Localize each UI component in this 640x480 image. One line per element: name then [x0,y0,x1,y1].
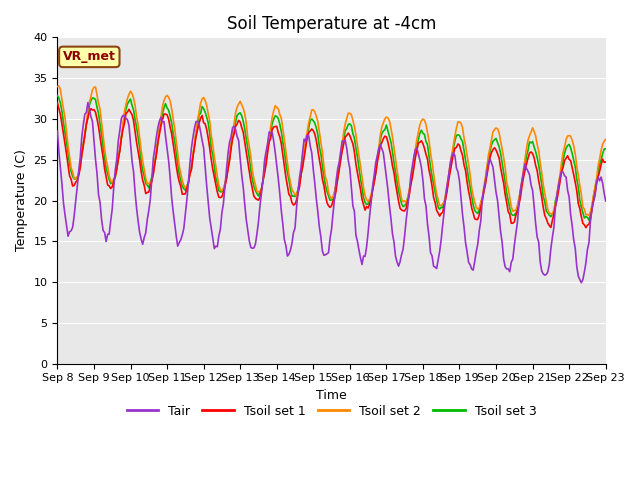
Y-axis label: Temperature (C): Temperature (C) [15,150,28,252]
Text: VR_met: VR_met [63,50,116,63]
X-axis label: Time: Time [316,389,347,402]
Legend: Tair, Tsoil set 1, Tsoil set 2, Tsoil set 3: Tair, Tsoil set 1, Tsoil set 2, Tsoil se… [122,400,541,423]
Title: Soil Temperature at -4cm: Soil Temperature at -4cm [227,15,436,33]
